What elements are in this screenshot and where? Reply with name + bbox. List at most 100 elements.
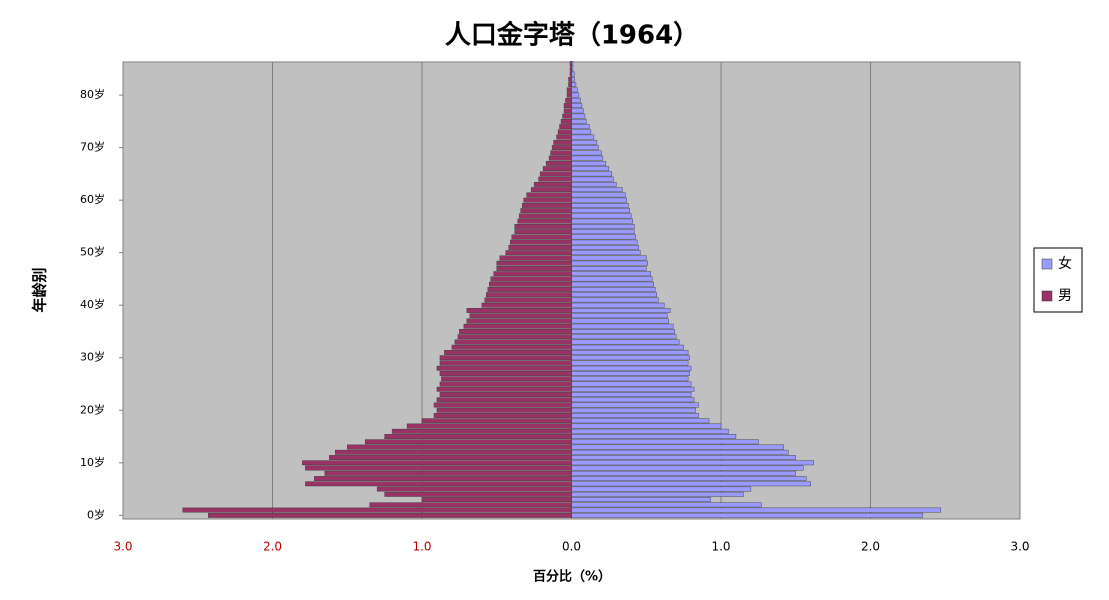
- y-tick-label: 10岁: [80, 455, 105, 469]
- bar: [571, 239, 638, 245]
- x-axis-title: 百分比（%）: [533, 569, 611, 585]
- chart-title: 人口金字塔（1964）: [445, 20, 699, 51]
- bar: [571, 491, 744, 497]
- bar: [568, 82, 572, 87]
- bar: [559, 124, 572, 130]
- bar: [571, 160, 607, 166]
- bar: [548, 155, 572, 161]
- bar: [571, 260, 648, 266]
- legend-label: 男: [1058, 288, 1072, 304]
- bar: [520, 208, 572, 214]
- bar: [571, 334, 677, 340]
- bar: [571, 281, 654, 287]
- bar: [571, 302, 665, 308]
- bar: [486, 292, 572, 298]
- bar: [511, 234, 572, 240]
- bar: [557, 129, 572, 135]
- bar: [305, 465, 572, 471]
- bar: [571, 82, 577, 87]
- bar: [571, 213, 632, 219]
- bar: [571, 97, 581, 103]
- bar: [571, 313, 668, 319]
- bar: [469, 313, 572, 319]
- bar: [571, 287, 656, 292]
- bar: [571, 245, 639, 250]
- bar: [563, 108, 572, 114]
- bar: [571, 224, 635, 229]
- bar: [571, 192, 626, 198]
- bar: [571, 61, 574, 66]
- bar: [451, 344, 572, 350]
- bar: [505, 250, 572, 256]
- bar: [208, 512, 572, 518]
- y-tick-label: 40岁: [80, 297, 105, 311]
- bar: [571, 502, 762, 508]
- bar: [571, 271, 651, 277]
- bar: [496, 266, 572, 271]
- bar: [571, 103, 583, 109]
- bar: [562, 113, 572, 119]
- bar: [566, 87, 572, 93]
- bar: [571, 71, 575, 77]
- y-tick-label: 0岁: [87, 507, 105, 521]
- bar: [571, 145, 599, 151]
- bar: [463, 323, 572, 329]
- bar: [571, 266, 647, 271]
- bar: [571, 434, 737, 439]
- bar: [571, 486, 752, 492]
- bar: [571, 176, 614, 182]
- bar: [569, 61, 572, 66]
- bar: [571, 166, 610, 172]
- bar: [302, 460, 572, 466]
- y-tick-label: 70岁: [80, 140, 105, 154]
- bar: [496, 260, 572, 266]
- bar: [571, 344, 684, 350]
- bar: [510, 239, 572, 245]
- legend-swatch: [1041, 258, 1053, 270]
- bar: [182, 507, 572, 513]
- bar: [335, 449, 572, 455]
- bar: [499, 255, 572, 261]
- bar: [551, 145, 572, 151]
- bar: [569, 71, 572, 77]
- bar: [487, 287, 572, 292]
- bar: [571, 197, 628, 203]
- bar: [421, 418, 572, 424]
- bar: [517, 218, 572, 224]
- x-tick-label: 2.0: [263, 540, 282, 554]
- bar: [571, 171, 613, 177]
- bar: [571, 386, 695, 392]
- bar: [436, 407, 572, 413]
- bar: [550, 150, 572, 156]
- bar: [571, 476, 807, 481]
- bar: [436, 365, 572, 371]
- bar: [571, 365, 692, 371]
- bar: [490, 276, 572, 282]
- legend-swatch: [1041, 290, 1053, 302]
- bar: [523, 197, 572, 203]
- bar: [571, 113, 586, 119]
- bar: [436, 397, 572, 403]
- bar: [439, 371, 572, 376]
- bar: [514, 224, 572, 229]
- bar: [571, 234, 636, 240]
- bar: [514, 229, 572, 235]
- bar: [545, 160, 572, 166]
- bar: [571, 470, 796, 476]
- bar: [539, 171, 572, 177]
- x-tick-label: 0.0: [562, 540, 581, 554]
- bar: [571, 87, 578, 93]
- bar: [571, 308, 671, 313]
- legend: [1033, 247, 1083, 313]
- bar: [406, 423, 572, 429]
- bar: [571, 397, 695, 403]
- bar: [571, 181, 617, 187]
- bar: [571, 129, 592, 135]
- bar: [347, 444, 572, 450]
- bar: [439, 355, 572, 361]
- bar: [571, 360, 689, 366]
- bar: [571, 297, 659, 303]
- bar: [518, 213, 572, 219]
- bar: [571, 155, 604, 161]
